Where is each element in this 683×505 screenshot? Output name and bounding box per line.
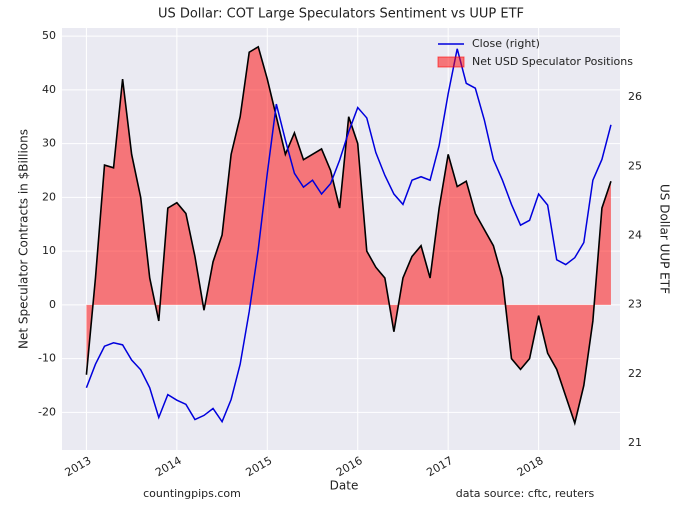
y-tick-label: 20: [42, 190, 56, 203]
y-axis-label: Net Speculator Contracts in $Billions: [17, 129, 31, 349]
y2-tick-label: 22: [628, 367, 642, 380]
legend-label: Close (right): [472, 37, 540, 50]
y2-tick-label: 24: [628, 229, 642, 242]
x-tick-label: 2013: [63, 454, 94, 479]
y2-axis-label: US Dollar UUP ETF: [658, 184, 672, 294]
area-line: [85, 45, 612, 427]
x-tick-label: 2018: [515, 454, 546, 479]
y2-tick-label: 25: [628, 159, 642, 172]
y-tick-label: -10: [38, 352, 56, 365]
y2-tick-label: 23: [628, 298, 642, 311]
footer-right: data source: cftc, reuters: [456, 487, 595, 500]
y2-tick-label: 21: [628, 436, 642, 449]
legend-label: Net USD Speculator Positions: [472, 55, 633, 68]
x-axis-label: Date: [330, 479, 359, 493]
chart-title: US Dollar: COT Large Speculators Sentime…: [158, 7, 524, 22]
y-tick-label: 30: [42, 137, 56, 150]
line-series: [85, 48, 612, 424]
y2-tick-label: 26: [628, 90, 642, 103]
x-tick-label: 2016: [334, 454, 365, 479]
y-tick-label: 10: [42, 244, 56, 257]
x-tick-label: 2014: [153, 454, 184, 479]
area-fill: [86, 46, 611, 424]
footer-left: countingpips.com: [143, 487, 241, 500]
y-tick-label: 40: [42, 83, 56, 96]
y-tick-label: 0: [49, 298, 56, 311]
legend-swatch: [437, 56, 465, 68]
y-tick-label: -20: [38, 405, 56, 418]
x-tick-label: 2015: [244, 454, 275, 479]
y-tick-label: 50: [42, 29, 56, 42]
x-tick-label: 2017: [424, 454, 455, 479]
